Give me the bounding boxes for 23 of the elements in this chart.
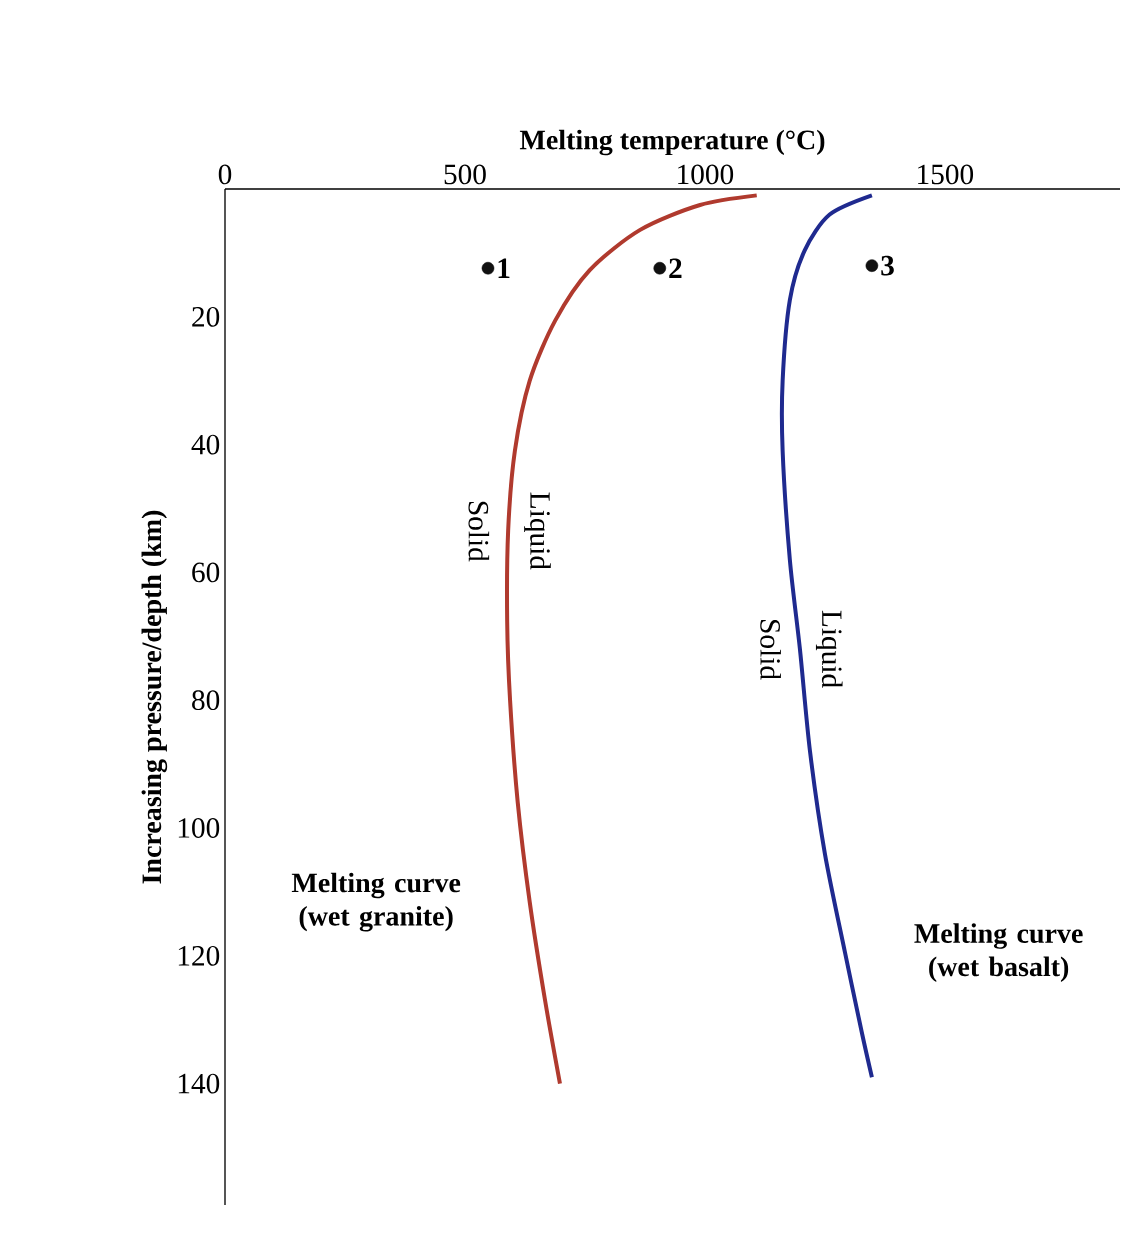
y-tick-label: 60 bbox=[192, 562, 220, 583]
annotation: 1 bbox=[498, 258, 510, 278]
y-tick-label: 80 bbox=[192, 690, 220, 711]
x-tick-label: 0 bbox=[218, 164, 232, 185]
y-tick-label: 20 bbox=[192, 306, 220, 327]
y-axis-title: Increasing pressure/depth (km) bbox=[141, 510, 168, 884]
x-tick-label: 500 bbox=[444, 164, 486, 185]
x-axis-title: Melting temperature (°C) bbox=[519, 129, 825, 156]
y-tick-label: 40 bbox=[191, 434, 220, 455]
y-tick-label: 100 bbox=[178, 818, 220, 838]
y-tick-label: 140 bbox=[178, 1073, 220, 1094]
annotation: Solid bbox=[468, 501, 490, 562]
text: Melting curve (wet basalt) bbox=[914, 923, 1083, 982]
x-tick-label: 1500 bbox=[918, 164, 974, 185]
annotation: Liquid bbox=[524, 492, 551, 570]
annotation: 2 bbox=[669, 258, 682, 278]
y-tick-label: 120 bbox=[178, 945, 220, 966]
annotation: Solid bbox=[760, 620, 781, 680]
annotation: 3 bbox=[881, 255, 894, 276]
text: Melting curve (wet granite) bbox=[291, 872, 461, 932]
x-tick-label: 1000 bbox=[678, 164, 734, 185]
annotation: Liquid bbox=[815, 610, 843, 688]
line-series bbox=[779, 193, 874, 1080]
